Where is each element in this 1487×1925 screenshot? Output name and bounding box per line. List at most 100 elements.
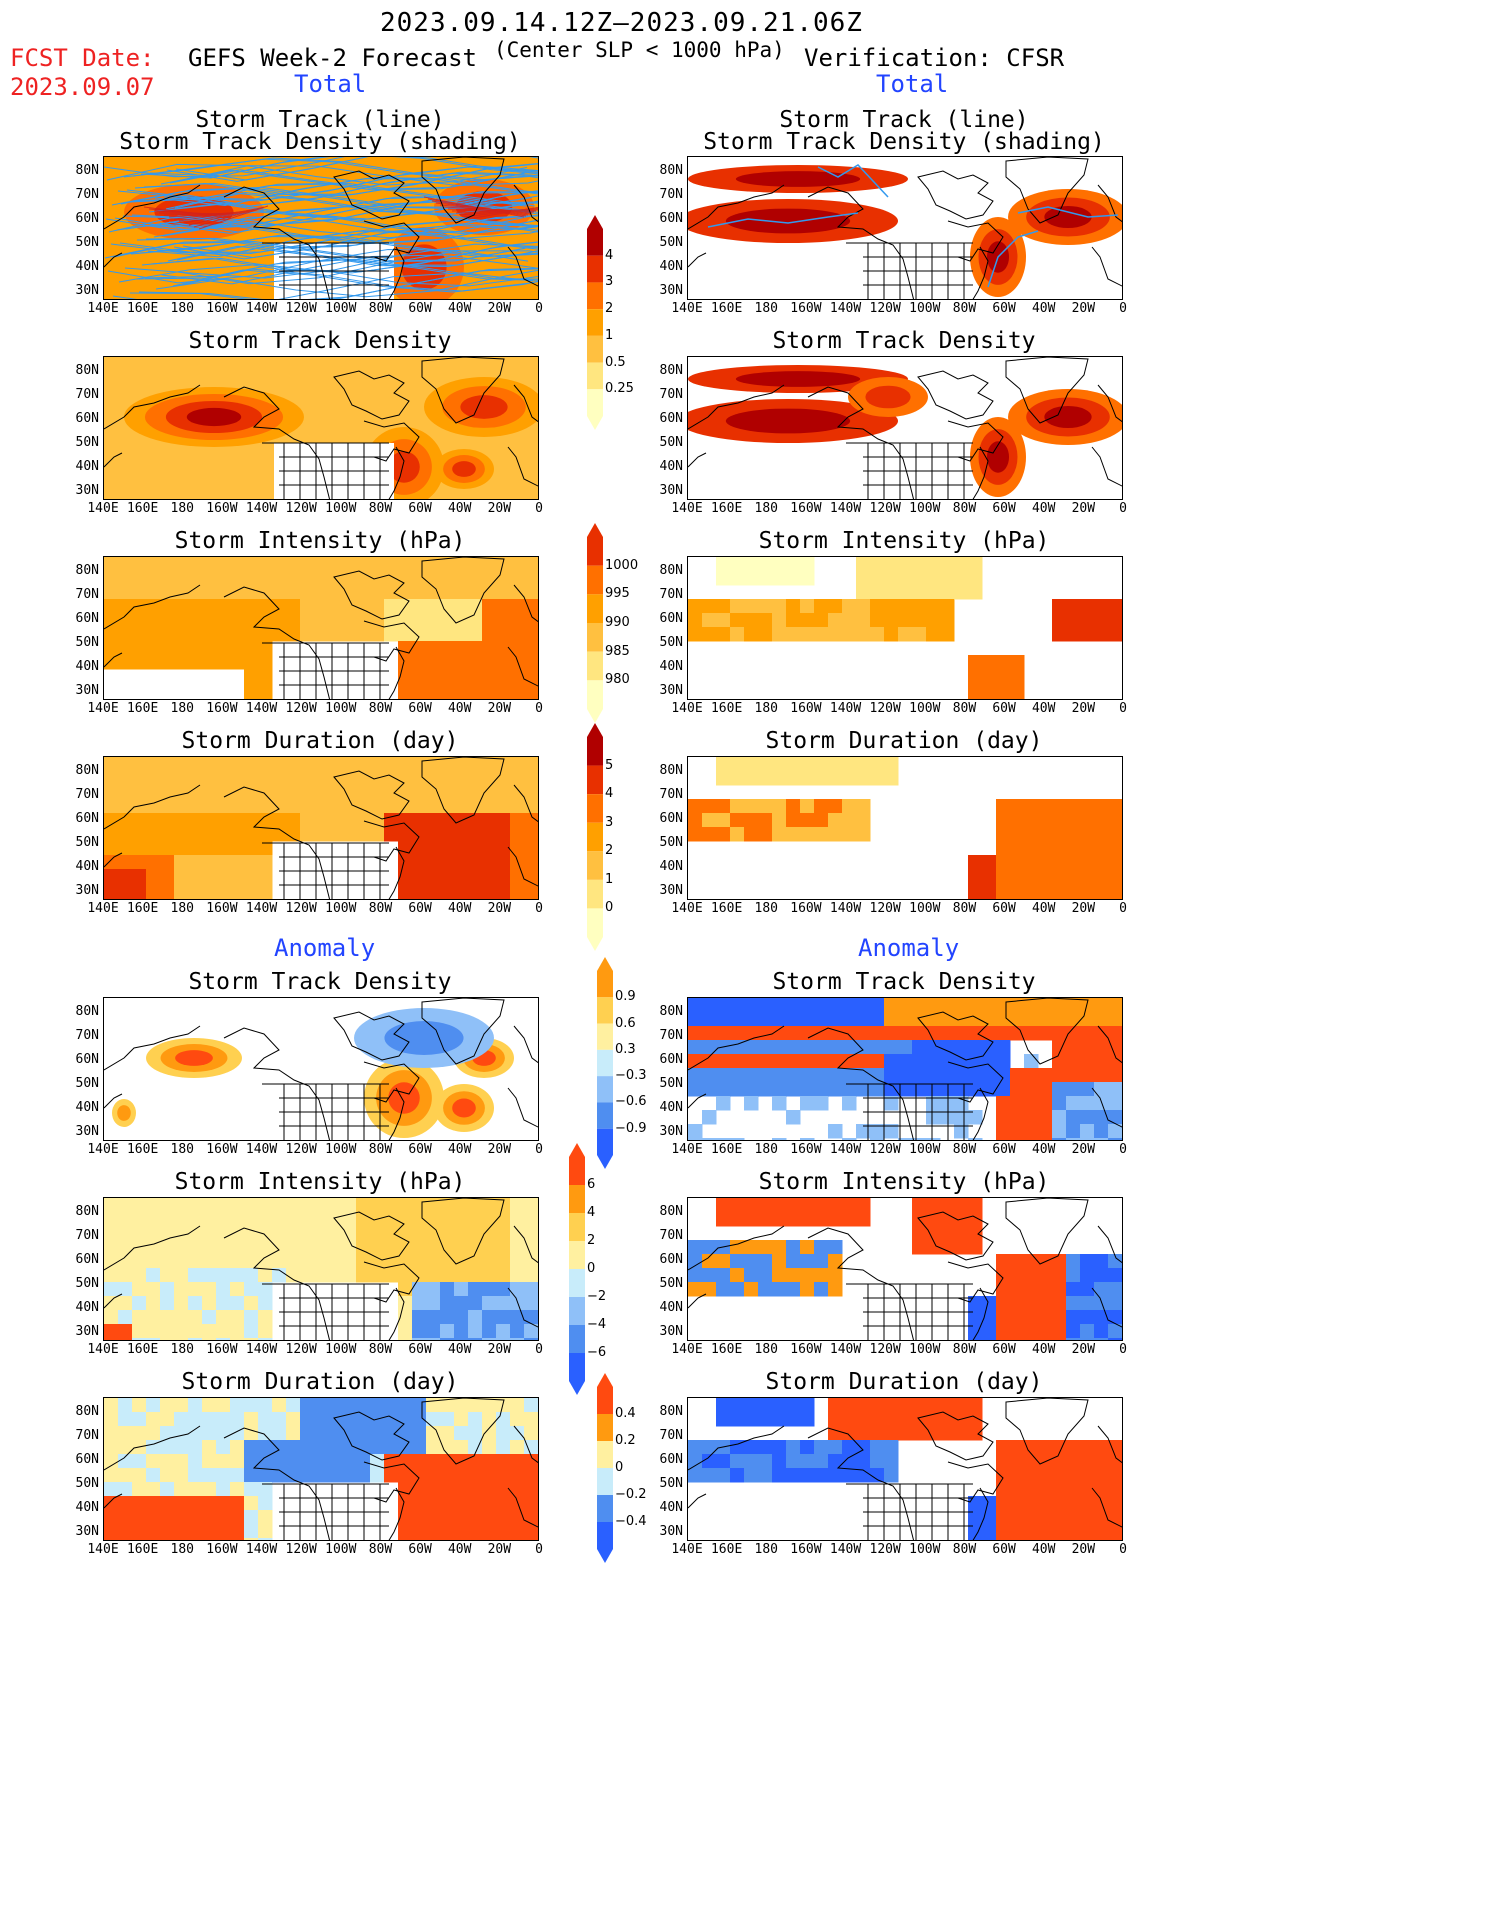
colorbar-tick-label: 0.25 [605, 381, 634, 397]
lon-label: 20W [1071, 501, 1096, 516]
title-density-anom-left: Storm Track Density [188, 969, 452, 995]
lat-label: 80N [75, 763, 99, 778]
colorbar-density [587, 215, 603, 430]
map-shading [688, 1198, 1122, 1340]
lon-label: 60W [992, 1342, 1016, 1357]
colorbar-tick-label: −0.6 [615, 1094, 647, 1110]
lat-label: 40N [75, 1500, 99, 1515]
lon-label: 140W [245, 1542, 278, 1557]
map-intensity-anom-verification [687, 1197, 1123, 1341]
lon-label: 20W [1071, 701, 1096, 716]
colorbar-tick-label: 0.4 [615, 1406, 636, 1421]
lon-label: 80W [952, 1542, 977, 1557]
lat-label: 40N [659, 659, 683, 674]
colorbar-tick-label: 5 [605, 757, 614, 773]
lon-label: 120W [285, 1142, 317, 1157]
map-density-anom-verification [687, 997, 1123, 1141]
lon-label: 20W [487, 1142, 512, 1157]
lon-label: 140E [671, 1142, 703, 1157]
lat-label: 30N [75, 1524, 99, 1539]
lon-label: 0 [535, 1142, 543, 1157]
lat-label: 40N [75, 1300, 99, 1315]
lon-label: 0 [1119, 701, 1127, 716]
colorbar-tick-label: 0.3 [615, 1041, 636, 1057]
lat-label: 30N [659, 1524, 683, 1539]
colorbar-tick-label: 4 [605, 786, 614, 802]
lon-label: 0 [535, 301, 543, 316]
lon-label: 120W [285, 1342, 317, 1357]
colorbar-tick-label: 2 [605, 843, 614, 859]
lon-label: 100W [325, 1142, 357, 1157]
title-density-right: Storm Track Density [772, 328, 1036, 354]
lon-label: 180 [170, 301, 194, 316]
slp-note: (Center SLP < 1000 hPa) [494, 38, 785, 62]
lat-label: 50N [659, 435, 683, 450]
lon-label: 80W [952, 701, 977, 716]
lon-label: 140W [829, 501, 862, 516]
lon-label: 160E [710, 1542, 743, 1557]
map-shading [688, 1398, 1122, 1540]
lat-label: 30N [75, 683, 99, 698]
lat-label: 80N [659, 1204, 683, 1219]
lon-label: 40W [447, 901, 472, 916]
lat-label: 70N [659, 1428, 683, 1443]
lat-label: 50N [75, 1276, 99, 1291]
lon-label: 40W [447, 301, 472, 316]
map-intensity-anom-forecast [103, 1197, 539, 1341]
lon-label: 140E [671, 501, 703, 516]
lon-label: 180 [754, 501, 778, 516]
lon-label: 140E [671, 301, 703, 316]
lon-label: 140W [829, 1142, 862, 1157]
lat-label: 30N [75, 883, 99, 898]
lon-label: 60W [408, 501, 432, 516]
date-range: 2023.09.14.12Z—2023.09.21.06Z [380, 8, 863, 38]
lat-label: 30N [75, 1324, 99, 1339]
lon-label: 100W [325, 301, 357, 316]
lon-label: 180 [754, 701, 778, 716]
colorbar-tick-label: 1000 [605, 557, 639, 573]
lon-label: 20W [487, 301, 512, 316]
lat-label: 50N [75, 1476, 99, 1491]
lat-label: 50N [659, 635, 683, 650]
lon-label: 100W [909, 1142, 941, 1157]
colorbar-tick-label: −0.3 [615, 1068, 647, 1084]
lon-label: 60W [408, 701, 432, 716]
lon-label: 160E [126, 701, 159, 716]
lat-label: 60N [659, 611, 683, 626]
lon-label: 100W [325, 901, 357, 916]
right-anomaly-label: Anomaly [858, 934, 960, 962]
left-total-label: Total [294, 70, 367, 98]
map-duration-verification [687, 756, 1123, 900]
title-density-left: Storm Track Density [188, 328, 452, 354]
lon-label: 180 [170, 1542, 194, 1557]
lat-label: 40N [75, 659, 99, 674]
lon-label: 100W [909, 501, 941, 516]
lat-label: 30N [75, 483, 99, 498]
lon-label: 180 [170, 1342, 194, 1357]
lon-label: 80W [368, 501, 393, 516]
lon-label: 0 [535, 701, 543, 716]
lon-label: 160E [126, 301, 159, 316]
lon-label: 160W [206, 1342, 238, 1357]
lat-label: 70N [75, 1228, 99, 1243]
lon-label: 100W [909, 901, 941, 916]
lon-label: 160E [126, 1542, 159, 1557]
lat-label: 40N [659, 1300, 683, 1315]
lon-label: 140E [671, 1542, 703, 1557]
lon-label: 20W [1071, 1142, 1096, 1157]
lat-label: 80N [75, 1204, 99, 1219]
lon-label: 60W [992, 1142, 1016, 1157]
lon-label: 140E [87, 1142, 119, 1157]
colorbar-tick-label: 6 [587, 1177, 596, 1192]
lat-label: 60N [659, 411, 683, 426]
lat-label: 80N [659, 163, 683, 178]
colorbar-tick-label: 3 [605, 814, 614, 830]
map-intensity-verification [687, 556, 1123, 700]
map-shading [104, 357, 538, 499]
lat-label: 70N [75, 1428, 99, 1443]
lon-label: 40W [447, 701, 472, 716]
lat-label: 70N [75, 187, 99, 202]
map-shading [688, 557, 1122, 699]
colorbar-tick-label: −0.2 [615, 1487, 647, 1502]
lon-label: 40W [1031, 901, 1056, 916]
